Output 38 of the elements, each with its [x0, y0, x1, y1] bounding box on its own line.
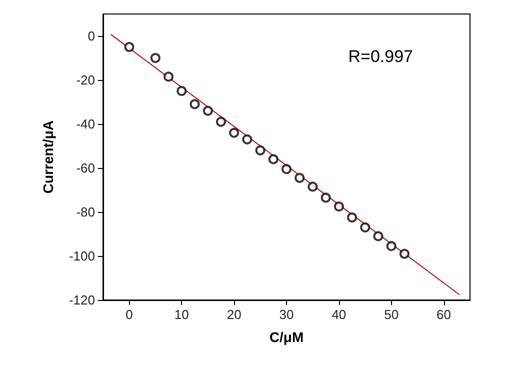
x-axis-title: C/μM	[269, 329, 304, 345]
point	[190, 99, 200, 110]
point	[229, 128, 240, 138]
point	[320, 192, 331, 203]
point	[216, 116, 226, 127]
point	[347, 212, 358, 222]
point	[124, 42, 134, 52]
point	[164, 72, 174, 82]
point	[150, 53, 160, 63]
point	[373, 231, 384, 242]
x-tick-label: 40	[332, 307, 346, 322]
y-tick-label: -20	[76, 72, 95, 88]
point	[360, 222, 370, 232]
x-tick-label: 0	[126, 307, 133, 322]
x-tick-label: 50	[384, 307, 399, 322]
annotation: R=0.997	[348, 47, 414, 66]
point	[294, 172, 305, 183]
point	[242, 134, 252, 144]
point	[308, 182, 318, 192]
x-tick-label: 10	[174, 307, 189, 322]
point	[282, 164, 292, 174]
y-axis-title: Current/μA	[40, 120, 56, 194]
x-tick-label: 30	[279, 307, 294, 322]
y-tick-label: 0	[88, 28, 95, 44]
y-tick-label: -40	[76, 116, 95, 132]
point	[176, 86, 187, 96]
x-tick-label: 60	[436, 307, 452, 322]
point	[202, 106, 213, 116]
point	[386, 241, 396, 252]
point	[268, 154, 278, 164]
point	[255, 145, 266, 156]
y-tick-label: -80	[76, 204, 95, 220]
x-tick-label: 20	[226, 307, 242, 322]
point	[399, 248, 410, 259]
point	[334, 202, 344, 212]
y-tick-label: -120	[68, 292, 95, 308]
y-tick-label: -100	[68, 248, 95, 264]
y-tick-label: -60	[76, 160, 95, 176]
